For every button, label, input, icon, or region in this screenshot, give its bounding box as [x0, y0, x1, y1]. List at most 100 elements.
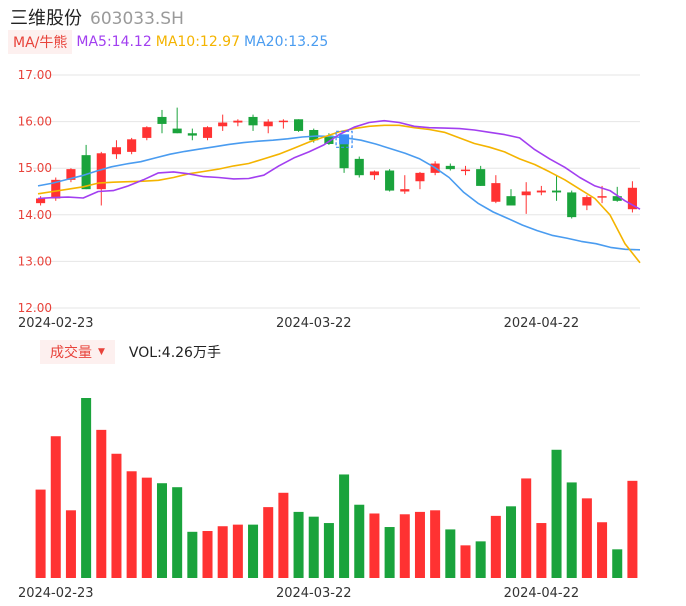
- candle: [567, 190, 577, 219]
- volume-bar: [521, 478, 532, 578]
- candle-body: [385, 170, 395, 191]
- x-tick-label: 2024-03-22: [276, 586, 352, 601]
- volume-bar: [50, 436, 61, 578]
- candle-body: [96, 153, 106, 190]
- y-tick-label: 15.00: [18, 161, 52, 175]
- candle: [248, 114, 258, 131]
- volume-bar: [126, 471, 137, 578]
- y-tick-label: 14.00: [18, 208, 52, 222]
- candle-body: [66, 169, 76, 180]
- volume-bar: [111, 453, 122, 578]
- x-tick-label: 2024-02-23: [18, 316, 94, 331]
- volume-bar: [566, 482, 577, 578]
- volume-bar: [551, 449, 562, 578]
- stock-code: 603033.SH: [90, 9, 184, 29]
- candle-body: [127, 139, 137, 152]
- candle: [612, 186, 622, 202]
- candle: [218, 114, 228, 131]
- candle-body: [521, 191, 531, 196]
- candle: [111, 140, 122, 159]
- highlight-box: [335, 130, 353, 148]
- volume-bar: [399, 514, 410, 578]
- x-tick-label: 2024-03-22: [276, 316, 352, 331]
- volume-bar: [506, 506, 517, 578]
- candle-body: [445, 165, 455, 170]
- volume-bar: [96, 429, 107, 578]
- volume-bar: [581, 498, 592, 578]
- candle: [476, 165, 486, 186]
- candlestick-series: [36, 107, 637, 219]
- crosshair-marker: [335, 130, 353, 148]
- candle: [627, 181, 637, 213]
- stock-name: 三维股份: [10, 8, 82, 29]
- volume-indicator-label: 成交量: [50, 345, 92, 361]
- y-tick-label: 12.00: [18, 301, 52, 315]
- ma-indicator-toggle[interactable]: MA/牛熊: [8, 30, 73, 54]
- candle-body: [582, 197, 592, 206]
- candle: [233, 119, 243, 127]
- candle: [551, 175, 562, 201]
- volume-bar: [445, 529, 456, 578]
- ma5-value: MA5:14.12: [76, 34, 152, 50]
- candle-body: [233, 120, 243, 123]
- candle: [445, 163, 455, 171]
- candle: [506, 189, 516, 206]
- candle: [81, 144, 91, 190]
- volume-bar: [597, 522, 608, 578]
- volume-legend: 成交量 ▼ VOL:4.26万手: [40, 340, 221, 364]
- candle: [278, 119, 288, 129]
- volume-date-axis: 2024-02-23 2024-03-22 2024-04-22: [18, 586, 579, 601]
- x-tick-label: 2024-04-22: [504, 316, 580, 331]
- volume-bar: [232, 524, 243, 578]
- candle: [536, 185, 546, 196]
- candle: [460, 165, 471, 176]
- candle: [385, 169, 395, 192]
- candle-body: [400, 189, 410, 192]
- ma20-line: [37, 135, 641, 251]
- volume-bar: [430, 510, 441, 578]
- candle: [66, 168, 76, 183]
- candle-body: [202, 127, 213, 138]
- candle: [415, 171, 425, 190]
- y-tick-label: 17.00: [18, 68, 52, 82]
- candle-body: [460, 169, 471, 172]
- volume-bar: [202, 531, 213, 578]
- candle: [127, 137, 137, 155]
- candle-body: [339, 139, 349, 169]
- candle-body: [506, 196, 516, 206]
- volume-bar: [65, 510, 76, 578]
- ma5-line: [37, 119, 641, 210]
- volume-bar: [414, 511, 425, 578]
- candle-body: [491, 183, 501, 202]
- stock-title: 三维股份 603033.SH: [10, 4, 184, 29]
- candle-body: [627, 187, 637, 210]
- candle-body: [111, 147, 122, 155]
- candle-body: [157, 116, 167, 124]
- volume-bar: [323, 523, 334, 578]
- candle-body: [248, 116, 258, 126]
- volume-bar: [81, 398, 92, 578]
- volume-bar: [187, 531, 198, 578]
- candle-body: [369, 171, 379, 176]
- candle: [187, 128, 197, 141]
- candle-body: [187, 133, 197, 136]
- candle: [263, 119, 273, 134]
- candle-body: [597, 196, 607, 198]
- volume-bar: [156, 483, 167, 578]
- volume-bar: [263, 507, 274, 578]
- candle-body: [476, 169, 486, 186]
- candle-body: [294, 119, 304, 131]
- volume-bar: [475, 541, 486, 578]
- candle: [202, 126, 213, 141]
- volume-bar: [536, 523, 547, 578]
- candle: [142, 126, 152, 141]
- volume-bar: [612, 549, 623, 578]
- volume-indicator-toggle[interactable]: 成交量 ▼: [40, 340, 115, 364]
- candle: [294, 119, 304, 132]
- candle-body: [81, 155, 91, 190]
- volume-bar: [490, 515, 501, 578]
- candle-body: [354, 158, 364, 176]
- ma-legend: MA/牛熊 MA5:14.12 MA10:12.97 MA20:13.25: [8, 30, 332, 54]
- candle-body: [567, 192, 577, 218]
